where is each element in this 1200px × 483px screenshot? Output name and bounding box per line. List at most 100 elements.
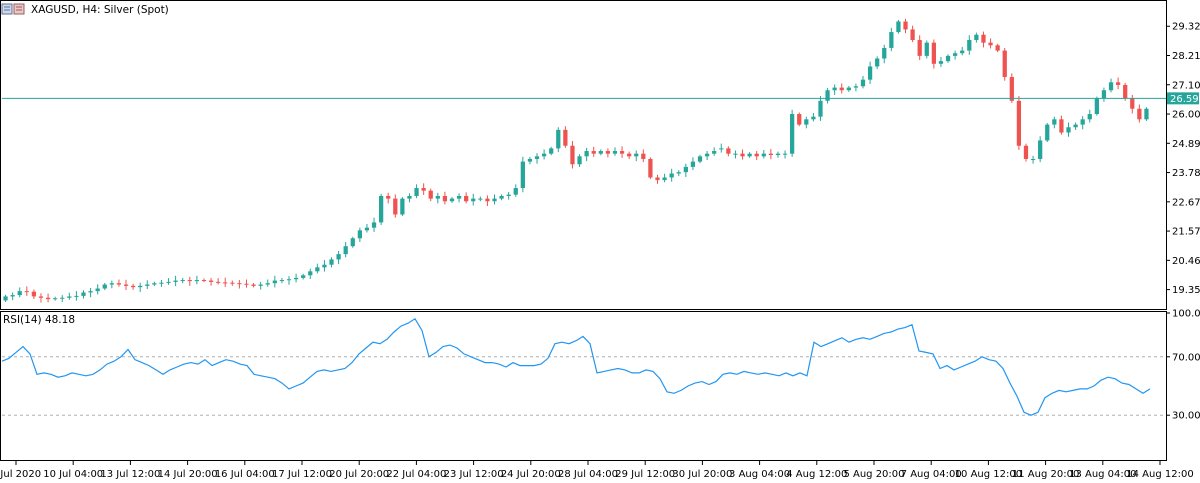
candle: [145, 280, 150, 290]
candle: [187, 276, 192, 286]
candle-body: [208, 280, 214, 282]
candle-body: [1009, 77, 1014, 101]
candle: [237, 280, 242, 289]
candle: [1115, 77, 1121, 90]
candle-body: [53, 298, 58, 300]
candle-body: [194, 280, 200, 282]
candle: [400, 197, 405, 217]
candle-body: [903, 21, 908, 30]
candle: [889, 27, 894, 52]
candle: [875, 56, 880, 70]
time-tick-label: 10 Aug 12:00: [955, 469, 1022, 480]
candle: [860, 75, 866, 89]
candle-body: [216, 281, 221, 283]
candle-body: [187, 280, 192, 282]
price-tick-label: 20.465: [1172, 256, 1200, 267]
candle: [556, 127, 561, 153]
candle: [719, 143, 724, 153]
candle: [981, 31, 986, 48]
candle-body: [619, 151, 625, 154]
candle-body: [265, 283, 270, 285]
candle-body: [293, 277, 299, 280]
candle-body: [173, 280, 178, 282]
candle: [386, 192, 391, 204]
candle: [655, 174, 660, 184]
candle: [1130, 94, 1135, 114]
candle: [272, 275, 277, 288]
candle: [924, 40, 929, 59]
candle: [669, 168, 674, 182]
candle: [1023, 143, 1029, 162]
candle: [697, 154, 703, 164]
candle-body: [251, 284, 256, 286]
candle: [768, 148, 774, 160]
candle: [662, 173, 667, 183]
candle-body: [761, 153, 766, 157]
candle: [1094, 96, 1099, 116]
candle-body: [782, 153, 788, 155]
candle: [230, 280, 235, 286]
candle: [726, 146, 731, 157]
time-tick-label: 16 Jul 04:00: [215, 469, 275, 480]
candle: [485, 195, 490, 207]
time-tick-label: 8 Jul 2020: [0, 469, 41, 480]
candle: [67, 292, 72, 300]
candle-body: [1123, 84, 1128, 99]
candle: [1080, 116, 1085, 130]
candle-body: [917, 40, 922, 56]
candle: [31, 289, 37, 300]
candle: [945, 54, 951, 63]
rsi-tick-label: 70.00: [1172, 352, 1200, 363]
candle: [917, 35, 922, 61]
candle-body: [1137, 108, 1142, 120]
candle: [584, 147, 589, 162]
candle-body: [116, 283, 122, 285]
candle: [818, 96, 823, 121]
time-tick-label: 13 Aug 04:00: [1069, 469, 1136, 480]
candle: [549, 146, 554, 156]
candle: [24, 286, 29, 296]
candle: [407, 193, 412, 203]
candle-body: [860, 79, 866, 87]
candle: [194, 275, 200, 285]
candle: [754, 151, 759, 161]
price-tick-label: 28.214: [1172, 51, 1200, 62]
candle: [619, 146, 625, 158]
candle: [279, 277, 285, 284]
candle: [81, 290, 86, 299]
candle: [10, 292, 15, 301]
candle: [1087, 109, 1092, 123]
candle: [414, 184, 419, 199]
candle-body: [938, 61, 944, 64]
candle: [464, 192, 469, 204]
candle: [1144, 107, 1149, 121]
candle-body: [768, 153, 774, 155]
candle: [1066, 122, 1071, 137]
candle: [761, 149, 766, 159]
candle: [442, 191, 448, 205]
candle-body: [435, 195, 440, 199]
chart-window-icon[interactable]: [1, 3, 25, 15]
candle: [839, 83, 844, 94]
candle: [258, 281, 263, 290]
rsi-series: [1, 317, 1151, 416]
candle-body: [527, 158, 533, 162]
candle: [152, 281, 157, 287]
price-tick-label: 29.321: [1172, 22, 1200, 33]
candle-body: [875, 58, 880, 67]
candle-body: [605, 151, 611, 154]
candle-body: [407, 195, 412, 199]
candle-body: [683, 166, 688, 173]
candle-body: [152, 283, 157, 285]
candle-body: [414, 188, 419, 196]
price-axis: 29.321 28.214 27.107 26.000 24.893 23.786 22.6…: [1166, 22, 1200, 296]
candle-body: [506, 194, 511, 196]
candle-body: [726, 148, 731, 154]
candle-body: [556, 129, 561, 149]
candle-body: [1066, 127, 1071, 133]
candle-body: [1059, 119, 1064, 133]
candle: [393, 194, 398, 218]
candle: [216, 278, 221, 285]
